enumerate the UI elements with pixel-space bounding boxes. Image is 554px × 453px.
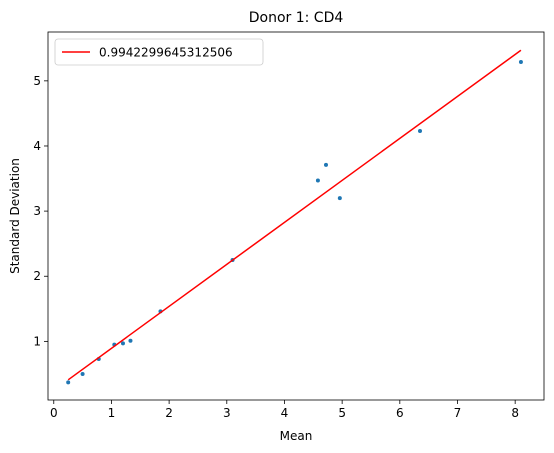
scatter-point — [418, 129, 422, 133]
legend: 0.9942299645312506 — [54, 38, 264, 66]
x-tick-label: 8 — [511, 406, 519, 420]
plot-area — [47, 31, 545, 401]
x-tick-label: 1 — [108, 406, 116, 420]
x-tick-label: 5 — [338, 406, 346, 420]
y-tick-label: 3 — [33, 204, 41, 218]
x-tick-label: 7 — [454, 406, 462, 420]
scatter-point — [128, 338, 133, 343]
y-tick-label: 5 — [33, 74, 41, 88]
y-tick-label: 4 — [33, 139, 41, 153]
scatter-point — [323, 162, 328, 167]
y-tick-label: 1 — [33, 334, 41, 348]
scatter-point — [337, 196, 342, 201]
x-tick-label: 0 — [50, 406, 58, 420]
scatter-point — [315, 178, 320, 183]
data-marks — [66, 49, 523, 385]
y-axis-ticks: 1 2 3 4 5 — [33, 74, 48, 348]
x-tick-label: 2 — [165, 406, 173, 420]
y-tick-label: 2 — [33, 269, 41, 283]
x-tick-label: 3 — [223, 406, 231, 420]
legend-box — [54, 38, 264, 66]
x-axis-ticks: 0 1 2 3 4 5 6 7 8 — [50, 400, 519, 420]
legend-label: 0.9942299645312506 — [99, 46, 233, 60]
fit-line — [67, 49, 522, 381]
chart-title: Donor 1: CD4 — [249, 10, 344, 26]
scatter-point — [518, 59, 523, 64]
x-tick-label: 6 — [396, 406, 404, 420]
x-axis-label: Mean — [280, 429, 313, 443]
scatter-point — [80, 371, 85, 376]
y-axis-label: Standard Deviation — [8, 158, 22, 274]
x-tick-label: 4 — [281, 406, 289, 420]
scatter-point — [120, 341, 125, 346]
scatter-point — [66, 380, 71, 385]
